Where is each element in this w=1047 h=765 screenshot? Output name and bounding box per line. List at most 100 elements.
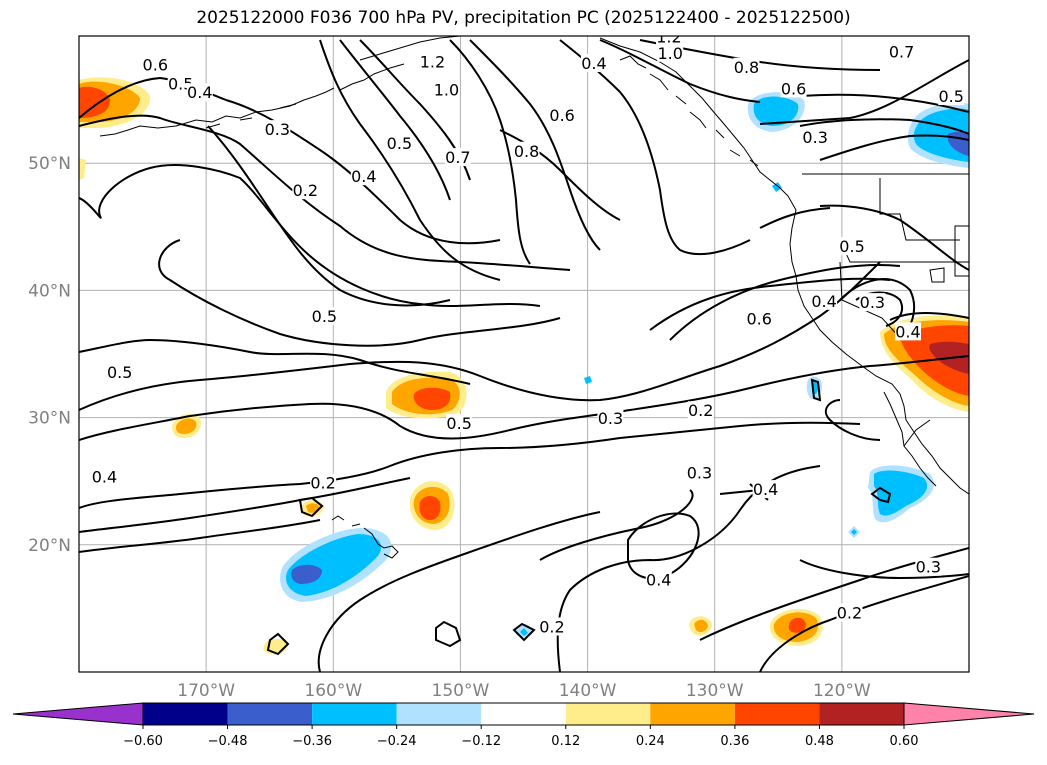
longitude-tick-labels: 170°W 160°W 150°W 140°W 130°W 120°W bbox=[177, 681, 871, 701]
colorbar-segment bbox=[143, 703, 228, 725]
colorbar-max-extend bbox=[903, 702, 1035, 726]
contour-label-background bbox=[888, 42, 915, 61]
pv-contour-label: 0.6 bbox=[746, 310, 771, 329]
contour-label-background bbox=[686, 463, 713, 482]
contour-label-background bbox=[915, 557, 942, 576]
pv-contour-label: 0.8 bbox=[514, 142, 539, 161]
colorbar-frame bbox=[142, 702, 905, 726]
pv-contour-label: 0.5 bbox=[446, 414, 471, 433]
contour-label-background bbox=[802, 127, 829, 146]
pv-contour-label: 0.6 bbox=[549, 106, 574, 125]
pv-contour-label: 1.2 bbox=[656, 27, 681, 46]
precipitation-shading bbox=[79, 77, 969, 655]
contour-label-background bbox=[186, 83, 213, 102]
colorbar-segment bbox=[565, 703, 651, 725]
contour-label-background bbox=[292, 181, 319, 200]
lon-tick-label: 160°W bbox=[304, 681, 362, 701]
colorbar-tick-label: −0.60 bbox=[123, 734, 163, 749]
pv-contour-label: 0.5 bbox=[312, 307, 337, 326]
colorbar-tick-label: −0.24 bbox=[377, 734, 417, 749]
colorbar-segment bbox=[819, 703, 904, 725]
lat-tick-label: 40°N bbox=[28, 281, 71, 301]
contour-label-background bbox=[657, 43, 684, 62]
pv-contour-label: 0.3 bbox=[802, 128, 827, 147]
pv-contour-label: 0.6 bbox=[143, 55, 168, 74]
contour-label-background bbox=[938, 87, 965, 106]
contour-label-background bbox=[538, 617, 565, 636]
pv-contour-label: 0.5 bbox=[107, 363, 132, 382]
pv-contour-label: 0.2 bbox=[837, 603, 862, 622]
contour-label-background bbox=[839, 237, 866, 256]
colorbar-tick-label: 0.24 bbox=[636, 734, 665, 749]
contour-label-background bbox=[580, 53, 607, 72]
contour-label-background bbox=[549, 106, 576, 125]
colorbar-tick-label: 0.60 bbox=[890, 734, 919, 749]
contour-label-background bbox=[386, 134, 413, 153]
colorbar-tick-label: 0.12 bbox=[551, 734, 580, 749]
map-plot-area: 0.60.50.40.30.20.40.50.7 0.81.21.00.40.61… bbox=[79, 27, 969, 672]
colorbar: −0.60 −0.48 −0.36 −0.24 −0.12 0.12 0.24 0.36 0.4… bbox=[12, 702, 1035, 749]
lon-tick-label: 130°W bbox=[686, 681, 744, 701]
contour-label-background bbox=[836, 603, 863, 622]
contour-label-background bbox=[264, 120, 291, 139]
contour-label-background bbox=[894, 322, 921, 341]
pv-contour-label: 0.6 bbox=[781, 79, 806, 98]
pv-contour-label: 0.4 bbox=[753, 480, 778, 499]
contour-label-background bbox=[446, 413, 473, 432]
contour-label-background bbox=[687, 401, 714, 420]
contour-label-background bbox=[106, 363, 133, 382]
contour-label-background bbox=[752, 480, 779, 499]
contour-label-background bbox=[597, 408, 624, 427]
colorbar-tick-label: 0.48 bbox=[805, 734, 834, 749]
pv-contour-label: 1.0 bbox=[657, 44, 682, 63]
pv-contour-label: 0.7 bbox=[445, 148, 470, 167]
colorbar-tick-label: −0.48 bbox=[208, 734, 248, 749]
lat-tick-label: 50°N bbox=[28, 154, 71, 174]
pv-contour-labels: 0.60.50.40.30.20.40.50.7 0.81.21.00.40.61… bbox=[91, 27, 965, 636]
lon-tick-label: 140°W bbox=[559, 681, 617, 701]
pv-contour-label: 0.5 bbox=[839, 237, 864, 256]
contour-label-background bbox=[310, 473, 337, 492]
colorbar-tick-label: 0.36 bbox=[720, 734, 749, 749]
lon-tick-label: 120°W bbox=[813, 681, 871, 701]
pv-contour-label: 0.7 bbox=[889, 43, 914, 62]
contour-label-background bbox=[419, 52, 446, 71]
contour-label-background bbox=[645, 570, 672, 589]
contour-label-background bbox=[433, 80, 460, 99]
contour-label-background bbox=[513, 141, 540, 160]
pv-contour-label: 0.4 bbox=[895, 322, 920, 341]
pv-contour-label: 0.5 bbox=[938, 87, 963, 106]
contour-label-background bbox=[746, 309, 773, 328]
lon-tick-label: 170°W bbox=[177, 681, 235, 701]
pv-contour-label: 0.2 bbox=[688, 401, 713, 420]
pv-contour-label: 0.3 bbox=[916, 558, 941, 577]
colorbar-segment bbox=[312, 703, 397, 725]
lat-tick-label: 30°N bbox=[28, 409, 71, 429]
contour-label-background bbox=[350, 167, 377, 186]
pv-contour-label: 0.4 bbox=[646, 570, 671, 589]
contour-label-background bbox=[444, 148, 471, 167]
colorbar-min-extend bbox=[12, 702, 144, 726]
pv-contour-label: 0.4 bbox=[581, 54, 606, 73]
pv-contours bbox=[79, 39, 969, 672]
lon-tick-label: 150°W bbox=[432, 681, 490, 701]
contour-label-background bbox=[733, 57, 760, 76]
pv-contour-label: 0.3 bbox=[265, 120, 290, 139]
pv-contour-label: 0.4 bbox=[187, 83, 212, 102]
pv-contour-label: 0.3 bbox=[860, 293, 885, 312]
contour-label-background bbox=[780, 79, 807, 98]
contour-label-background bbox=[311, 307, 338, 326]
pv-contour-label: 1.0 bbox=[434, 81, 459, 100]
pv-contour-label: 0.2 bbox=[293, 181, 318, 200]
colorbar-segment bbox=[396, 703, 482, 725]
lat-tick-label: 20°N bbox=[28, 536, 71, 556]
contour-label-background bbox=[142, 55, 169, 74]
pv-contour-label: 0.8 bbox=[734, 58, 759, 77]
pv-contour-label: 0.4 bbox=[811, 292, 836, 311]
pv-contour-label: 0.2 bbox=[310, 474, 335, 493]
contour-label-background bbox=[655, 36, 682, 46]
contour-label-background bbox=[811, 291, 838, 310]
colorbar-tick-label: −0.36 bbox=[292, 734, 332, 749]
pv-contour-label: 0.3 bbox=[687, 464, 712, 483]
